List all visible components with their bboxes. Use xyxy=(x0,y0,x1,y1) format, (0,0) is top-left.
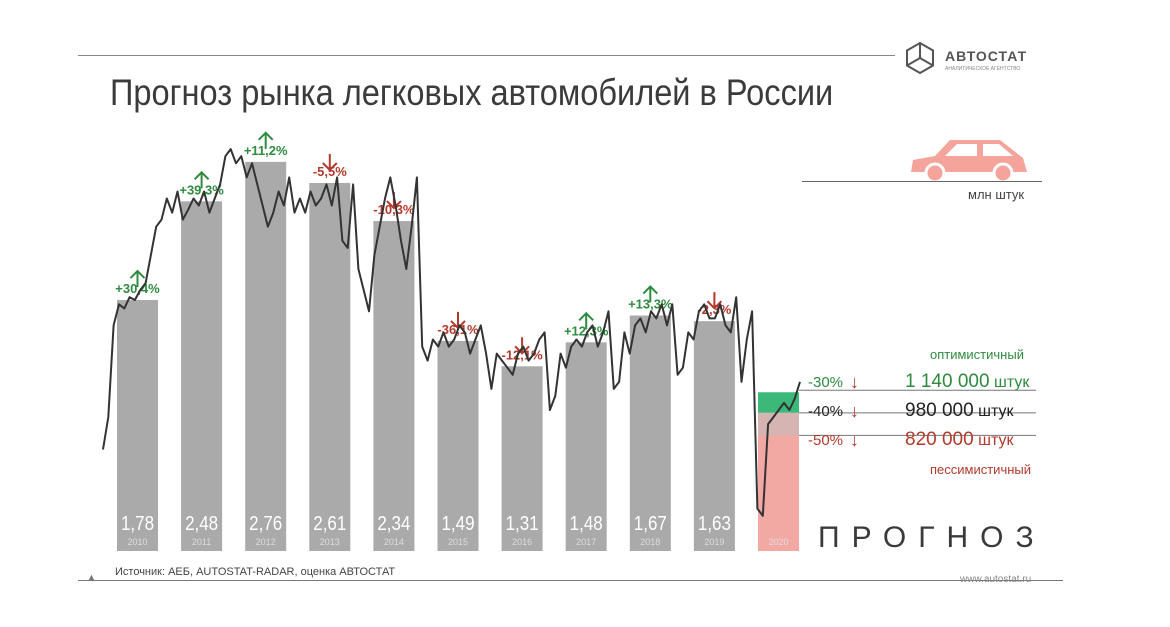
year-label: 2011 xyxy=(192,537,211,547)
arrow-down-icon: ↓ xyxy=(850,372,859,392)
autostat-logo xyxy=(906,41,934,75)
unit-rule xyxy=(802,181,1042,182)
bar xyxy=(565,342,607,551)
bar xyxy=(629,315,671,551)
arrow-down-icon: ↓ xyxy=(850,401,859,421)
bar xyxy=(245,161,287,551)
arrow-down-icon: ↓ xyxy=(850,430,859,450)
scenario-name-label: оптимистичный xyxy=(930,347,1024,362)
year-label: 2017 xyxy=(576,537,596,547)
year-label: 2016 xyxy=(512,537,532,547)
arrow-down-icon xyxy=(322,153,338,172)
scenario-value: 1 140 000 xyxy=(905,371,990,392)
change-label: -5,5% xyxy=(313,164,347,179)
year-label: 2015 xyxy=(448,537,468,547)
change-label: +11,2% xyxy=(244,143,288,158)
bar-value-label: 1,49 xyxy=(441,512,474,535)
logo-mark-icon: ▲ xyxy=(87,572,96,582)
year-label: 2020 xyxy=(768,537,788,547)
bar xyxy=(309,182,351,552)
bar-value-label: 1,63 xyxy=(698,512,731,535)
site-url: www.autostat.ru xyxy=(960,574,1032,585)
car-icon xyxy=(911,140,1027,184)
bar-value-label: 1,31 xyxy=(506,512,539,535)
bar xyxy=(373,221,415,551)
year-label: 2018 xyxy=(640,537,660,547)
arrow-up-icon xyxy=(578,311,594,330)
bar-value-label: 1,67 xyxy=(634,512,667,535)
year-label: 2010 xyxy=(127,537,147,547)
forecast-label: ПРОГНОЗ xyxy=(818,521,1046,554)
scenario-name-label: пессимистичный xyxy=(930,462,1032,477)
change-label: +30,4% xyxy=(115,281,160,296)
chart-title: Прогноз рынка легковых автомобилей в Рос… xyxy=(110,72,834,113)
year-label: 2012 xyxy=(256,537,276,547)
change-label: +12,3% xyxy=(564,323,609,338)
arrow-up-icon xyxy=(129,269,146,288)
scenario-unit: штук xyxy=(973,403,1014,420)
bar-value-label: 2,34 xyxy=(377,512,410,535)
year-label: 2013 xyxy=(320,537,340,547)
scenario-value-label: 980 000 штук xyxy=(905,400,1013,422)
arrow-up-icon xyxy=(642,285,659,303)
scenario-unit: штук xyxy=(989,374,1030,391)
year-label: 2019 xyxy=(704,537,724,547)
arrow-down-icon xyxy=(706,292,723,310)
wheel-icon xyxy=(906,41,934,75)
logo-tagline: АНАЛИТИЧЕСКОЕ АГЕНТСТВО xyxy=(945,66,1021,72)
scenario-change-label: -50% xyxy=(808,432,844,449)
bar xyxy=(693,321,735,551)
scenario-value-label: 1 140 000 штук xyxy=(905,371,1029,393)
logo-name: АВТОСТАТ xyxy=(945,48,1028,64)
bar-value-label: 2,48 xyxy=(185,512,218,535)
change-label: +39,3% xyxy=(179,182,224,197)
scenario-value: 980 000 xyxy=(905,400,974,421)
forecast-base-band xyxy=(758,412,799,436)
scenario-unit: штук xyxy=(973,432,1014,449)
bar-value-label: 2,61 xyxy=(313,512,346,535)
bar xyxy=(437,340,479,551)
bar xyxy=(117,300,158,551)
scenario-change-label: -40% xyxy=(808,403,844,420)
arrow-up-icon xyxy=(257,131,274,149)
bar-value-label: 2,76 xyxy=(249,512,282,535)
source-note: Источник: АЕБ, AUTOSTAT-RADAR, оценка АВ… xyxy=(115,566,396,578)
arrow-down-icon xyxy=(514,337,530,355)
scenario-value-label: 820 000 штук xyxy=(905,429,1013,451)
scenario-value: 820 000 xyxy=(905,429,974,450)
unit-label: млн штук xyxy=(968,187,1025,202)
bar-value-label: 1,48 xyxy=(570,512,603,535)
bar-value-label: 1,78 xyxy=(121,512,154,535)
top-rule xyxy=(78,55,895,56)
bottom-rule xyxy=(78,580,1063,581)
year-label: 2014 xyxy=(384,537,404,547)
bar xyxy=(501,366,543,551)
change-label: -12,1% xyxy=(501,347,543,362)
monthly-sales-line xyxy=(102,148,801,517)
bar xyxy=(181,201,223,551)
arrow-up-icon xyxy=(193,170,210,189)
scenario-change-label: -30% xyxy=(808,374,844,391)
